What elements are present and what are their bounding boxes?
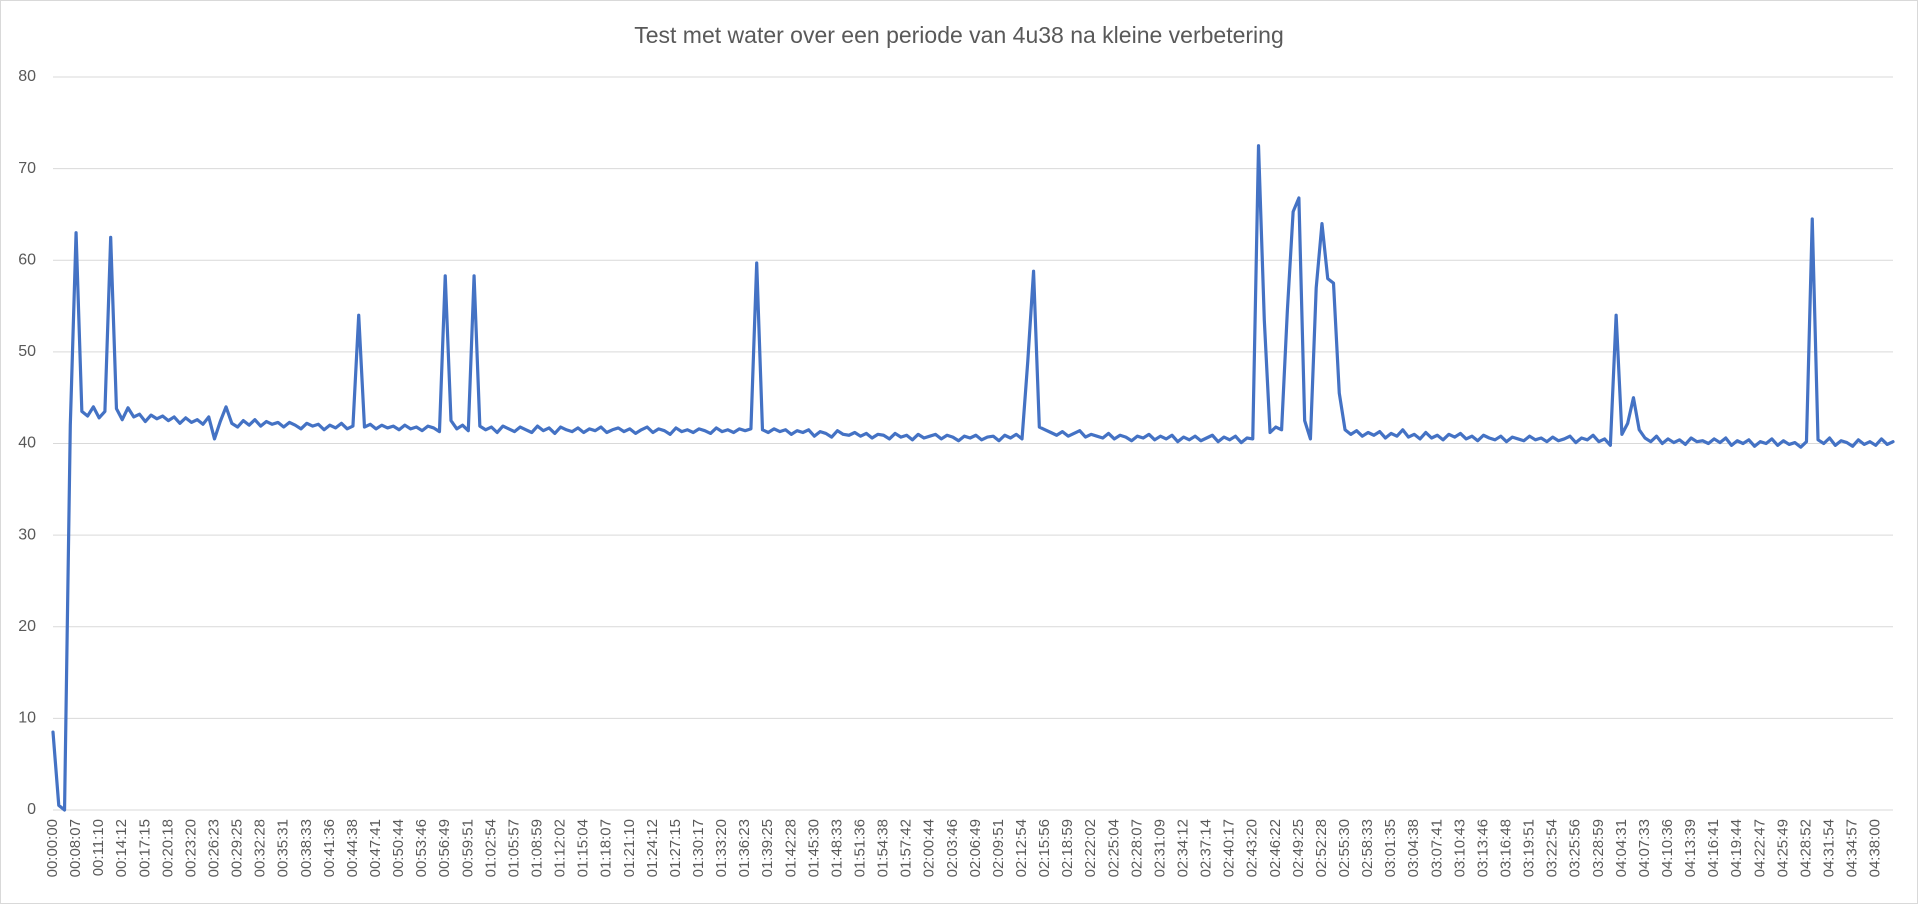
x-tick-label: 00:47:41 xyxy=(367,819,384,877)
x-tick-label: 01:05:57 xyxy=(505,819,522,877)
data-line xyxy=(51,144,1895,812)
x-tick-label: 04:25:49 xyxy=(1774,819,1791,877)
x-tick-label: 04:34:57 xyxy=(1844,819,1861,877)
y-tick-label: 60 xyxy=(18,251,36,268)
x-tick-label: 03:04:38 xyxy=(1405,819,1422,877)
x-tick-label: 03:01:35 xyxy=(1382,819,1399,877)
x-tick-label: 04:07:33 xyxy=(1636,819,1653,877)
x-tick-label: 04:19:44 xyxy=(1728,819,1745,877)
x-tick-label: 04:31:54 xyxy=(1821,819,1838,877)
x-tick-label: 03:22:54 xyxy=(1544,819,1561,877)
x-tick-label: 04:38:00 xyxy=(1867,819,1884,877)
x-tick-label: 01:24:12 xyxy=(644,819,661,877)
x-tick-label: 04:10:36 xyxy=(1659,819,1676,877)
x-tick-label: 02:43:20 xyxy=(1244,819,1261,877)
x-tick-label: 01:42:28 xyxy=(782,819,799,877)
x-tick-label: 00:26:23 xyxy=(205,819,222,877)
x-tick-label: 03:16:48 xyxy=(1498,819,1515,877)
x-tick-label: 00:23:20 xyxy=(182,819,199,877)
x-tick-label: 01:36:23 xyxy=(736,819,753,877)
x-tick-label: 00:32:28 xyxy=(252,819,269,877)
y-tick-label: 50 xyxy=(18,343,36,360)
x-tick-label: 00:17:15 xyxy=(136,819,153,877)
x-tick-label: 02:58:33 xyxy=(1359,819,1376,877)
x-tick-label: 03:13:46 xyxy=(1474,819,1491,877)
x-tick-label: 01:21:10 xyxy=(621,819,638,877)
x-tick-label: 03:07:41 xyxy=(1428,819,1445,877)
x-tick-label: 02:55:30 xyxy=(1336,819,1353,877)
x-tick-label: 02:00:44 xyxy=(921,819,938,877)
x-tick-label: 02:52:28 xyxy=(1313,819,1330,877)
x-tick-label: 00:00:00 xyxy=(44,819,61,877)
x-tick-label: 02:15:56 xyxy=(1036,819,1053,877)
x-tick-label: 01:57:42 xyxy=(898,819,915,877)
y-tick-label: 70 xyxy=(18,160,36,177)
y-tick-label: 30 xyxy=(18,526,36,543)
x-tick-label: 03:28:59 xyxy=(1590,819,1607,877)
x-tick-label: 01:48:33 xyxy=(828,819,845,877)
x-tick-label: 03:10:43 xyxy=(1451,819,1468,877)
x-tick-label: 02:03:46 xyxy=(944,819,961,877)
y-tick-label: 80 xyxy=(18,68,36,85)
chart-title: Test met water over een periode van 4u38… xyxy=(634,22,1284,48)
x-tick-label: 01:27:15 xyxy=(667,819,684,877)
y-tick-label: 40 xyxy=(18,435,36,452)
x-tick-label: 00:59:51 xyxy=(459,819,476,877)
x-tick-label: 02:49:25 xyxy=(1290,819,1307,877)
x-tick-label: 00:20:18 xyxy=(159,819,176,877)
x-tick-label: 01:12:02 xyxy=(552,819,569,877)
y-tick-label: 10 xyxy=(18,710,36,727)
x-tick-label: 04:04:31 xyxy=(1613,819,1630,877)
x-tick-label: 00:14:12 xyxy=(113,819,130,877)
x-tick-label: 04:22:47 xyxy=(1751,819,1768,877)
x-tick-label: 02:28:07 xyxy=(1128,819,1145,877)
x-tick-label: 00:11:10 xyxy=(90,819,107,876)
x-tick-label: 01:45:30 xyxy=(805,819,822,877)
x-tick-label: 02:09:51 xyxy=(990,819,1007,877)
y-tick-label: 0 xyxy=(27,801,36,818)
x-tick-label: 02:18:59 xyxy=(1059,819,1076,877)
x-tick-label: 02:25:04 xyxy=(1105,819,1122,877)
x-tick-label: 01:15:04 xyxy=(575,819,592,877)
x-tick-label: 02:12:54 xyxy=(1013,819,1030,877)
y-tick-label: 20 xyxy=(18,618,36,635)
x-tick-label: 02:37:14 xyxy=(1198,819,1215,877)
x-tick-label: 00:38:33 xyxy=(298,819,315,877)
x-tick-label: 01:02:54 xyxy=(482,819,499,877)
x-tick-label: 01:51:36 xyxy=(851,819,868,877)
x-tick-label: 04:13:39 xyxy=(1682,819,1699,877)
x-tick-label: 02:22:02 xyxy=(1082,819,1099,877)
x-tick-label: 01:54:38 xyxy=(875,819,892,877)
x-tick-label: 00:44:38 xyxy=(344,819,361,877)
x-tick-label: 00:29:25 xyxy=(229,819,246,877)
x-tick-label: 01:39:25 xyxy=(759,819,776,877)
x-tick-label: 01:08:59 xyxy=(528,819,545,877)
x-tick-label: 02:34:12 xyxy=(1175,819,1192,877)
x-tick-label: 00:35:31 xyxy=(275,819,292,877)
x-tick-label: 02:31:09 xyxy=(1151,819,1168,877)
x-tick-label: 00:41:36 xyxy=(321,819,338,877)
x-tick-label: 02:06:49 xyxy=(967,819,984,877)
x-tick-label: 04:16:41 xyxy=(1705,819,1722,877)
x-tick-label: 00:08:07 xyxy=(67,819,84,877)
x-tick-label: 00:53:46 xyxy=(413,819,430,877)
x-tick-label: 00:56:49 xyxy=(436,819,453,877)
x-tick-label: 03:19:51 xyxy=(1521,819,1538,877)
x-tick-label: 04:28:52 xyxy=(1797,819,1814,877)
x-tick-label: 03:25:56 xyxy=(1567,819,1584,877)
x-tick-label: 02:46:22 xyxy=(1267,819,1284,877)
x-tick-label: 01:33:20 xyxy=(713,819,730,877)
x-tick-label: 01:30:17 xyxy=(690,819,707,877)
x-tick-label: 00:50:44 xyxy=(390,819,407,877)
x-tick-label: 02:40:17 xyxy=(1221,819,1238,877)
x-tick-label: 01:18:07 xyxy=(598,819,615,877)
